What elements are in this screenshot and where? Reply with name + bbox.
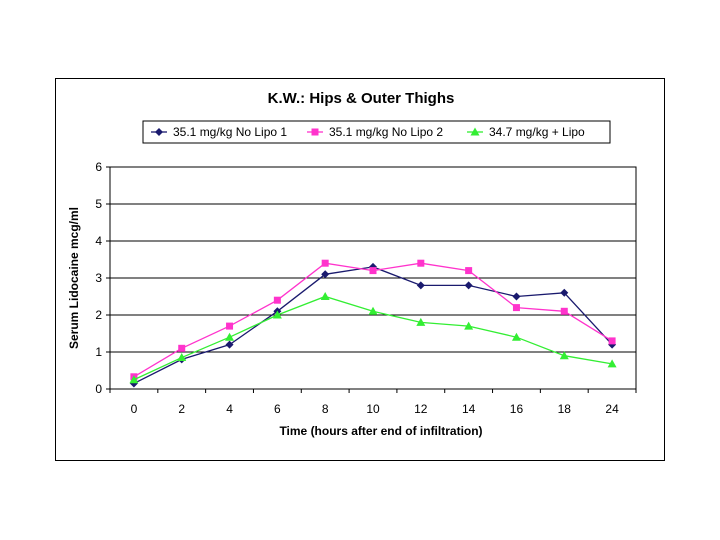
data-point <box>272 310 282 319</box>
y-tick-label: 6 <box>95 160 102 174</box>
series-layer <box>129 259 617 388</box>
x-tick-label: 0 <box>131 402 138 416</box>
legend-item: 35.1 mg/kg No Lipo 1 <box>151 125 287 139</box>
data-point <box>226 322 234 330</box>
data-point <box>608 337 616 345</box>
y-tick-label: 4 <box>95 234 102 248</box>
x-tick-label: 14 <box>462 402 476 416</box>
x-tick-label: 12 <box>414 402 428 416</box>
data-point <box>321 259 329 267</box>
x-tick-label: 24 <box>605 402 619 416</box>
data-point <box>512 292 521 301</box>
data-point <box>369 267 377 275</box>
x-axis-title: Time (hours after end of infiltration) <box>279 424 482 438</box>
data-point <box>416 317 426 326</box>
legend-swatch-marker <box>155 128 163 136</box>
data-point <box>416 281 425 290</box>
legend: 35.1 mg/kg No Lipo 1 35.1 mg/kg No Lipo 2… <box>142 120 611 144</box>
x-tick-label: 2 <box>178 402 185 416</box>
legend-label: 35.1 mg/kg No Lipo 1 <box>173 125 287 139</box>
data-point <box>368 306 378 315</box>
x-tick-label: 4 <box>226 402 233 416</box>
chart-title: K.W.: Hips & Outer Thighs <box>268 90 455 107</box>
legend-box <box>142 120 611 144</box>
data-point <box>417 259 425 267</box>
series-1 <box>129 262 617 388</box>
x-axis: 0 2 4 6 8 10 12 14 16 18 24 <box>109 389 637 416</box>
data-point <box>321 270 330 279</box>
data-point <box>464 281 473 290</box>
data-point <box>512 304 520 312</box>
x-tick-label: 6 <box>274 402 281 416</box>
x-tick-label: 10 <box>366 402 380 416</box>
legend-swatch-marker <box>470 127 480 136</box>
data-point <box>559 351 569 360</box>
series-line <box>133 262 613 378</box>
data-point <box>129 375 139 384</box>
legend-item: 34.7 mg/kg + Lipo <box>467 125 585 139</box>
line-chart: K.W.: Hips & Outer Thighs 35.1 mg/kg No … <box>67 90 637 438</box>
data-point <box>225 332 235 341</box>
y-tick-label: 2 <box>95 308 102 322</box>
data-point <box>320 292 330 300</box>
legend-label: 35.1 mg/kg No Lipo 2 <box>329 125 443 139</box>
data-point <box>607 359 617 368</box>
x-tick-label: 16 <box>510 402 524 416</box>
legend-item: 35.1 mg/kg No Lipo 2 <box>307 125 443 139</box>
data-point <box>177 353 187 362</box>
y-axis-title: Serum Lidocaine mcg/ml <box>67 207 81 349</box>
legend-label: 34.7 mg/kg + Lipo <box>489 125 585 139</box>
data-point <box>464 321 474 330</box>
data-point <box>560 288 569 297</box>
legend-swatch-marker <box>311 128 319 136</box>
x-tick-label: 8 <box>322 402 329 416</box>
y-axis: 0 1 2 3 4 5 6 <box>95 160 110 396</box>
y-tick-label: 0 <box>95 382 102 396</box>
data-point <box>511 332 521 341</box>
y-tick-label: 1 <box>95 345 102 359</box>
x-tick-label: 18 <box>558 402 572 416</box>
series-3 <box>129 292 617 384</box>
data-point <box>560 307 568 315</box>
data-point <box>273 296 281 304</box>
data-point <box>225 340 234 349</box>
data-point <box>178 344 186 352</box>
data-point <box>465 267 473 275</box>
y-tick-label: 3 <box>95 271 102 285</box>
chart-frame: K.W.: Hips & Outer Thighs 35.1 mg/kg No … <box>55 78 665 461</box>
y-tick-label: 5 <box>95 197 102 211</box>
gridlines <box>110 203 636 353</box>
series-line <box>133 266 613 385</box>
